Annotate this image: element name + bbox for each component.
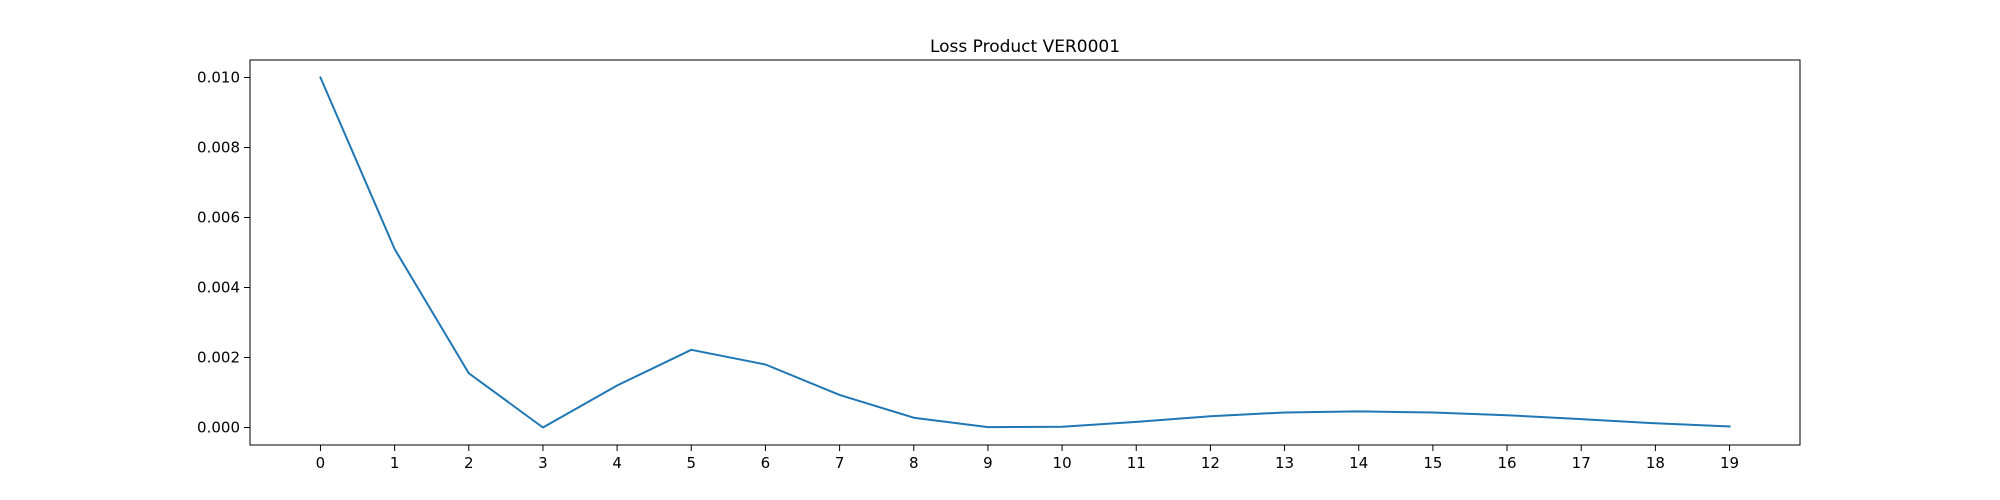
x-tick-label: 2 xyxy=(464,454,474,472)
y-tick-label: 0.006 xyxy=(197,209,240,227)
series-layer xyxy=(319,76,1731,429)
x-tick-label: 0 xyxy=(316,454,326,472)
x-tick-label: 9 xyxy=(983,454,993,472)
x-tick-label: 19 xyxy=(1720,454,1739,472)
x-tick-label: 17 xyxy=(1572,454,1591,472)
x-tick-label: 4 xyxy=(612,454,622,472)
x-tick-label: 10 xyxy=(1053,454,1072,472)
chart-title: Loss Product VER0001 xyxy=(930,37,1120,57)
x-axis-ticks: 0 1 2 3 4 5 6 7 8 9 10 11 12 13 14 15 16 17 18 19 xyxy=(316,445,1739,472)
x-tick-label: 16 xyxy=(1498,454,1517,472)
y-tick-label: 0.004 xyxy=(197,279,240,297)
y-tick-label: 0.008 xyxy=(197,139,240,157)
x-tick-label: 8 xyxy=(909,454,919,472)
y-tick-label: 0.002 xyxy=(197,349,240,367)
plot-frame xyxy=(249,59,1801,446)
x-tick-label: 1 xyxy=(390,454,400,472)
x-tick-label: 12 xyxy=(1201,454,1220,472)
x-tick-label: 6 xyxy=(761,454,771,472)
x-tick-label: 3 xyxy=(538,454,548,472)
x-tick-label: 15 xyxy=(1423,454,1442,472)
x-tick-label: 18 xyxy=(1646,454,1665,472)
x-tick-label: 11 xyxy=(1127,454,1146,472)
x-tick-label: 13 xyxy=(1275,454,1294,472)
y-tick-label: 0.010 xyxy=(197,69,240,87)
series-line xyxy=(319,76,1731,429)
y-tick-label: 0.000 xyxy=(197,419,240,437)
x-tick-label: 14 xyxy=(1349,454,1368,472)
x-tick-label: 5 xyxy=(686,454,696,472)
x-tick-label: 7 xyxy=(835,454,845,472)
y-axis-ticks: 0.000 0.002 0.004 0.006 0.008 0.010 xyxy=(197,69,250,437)
